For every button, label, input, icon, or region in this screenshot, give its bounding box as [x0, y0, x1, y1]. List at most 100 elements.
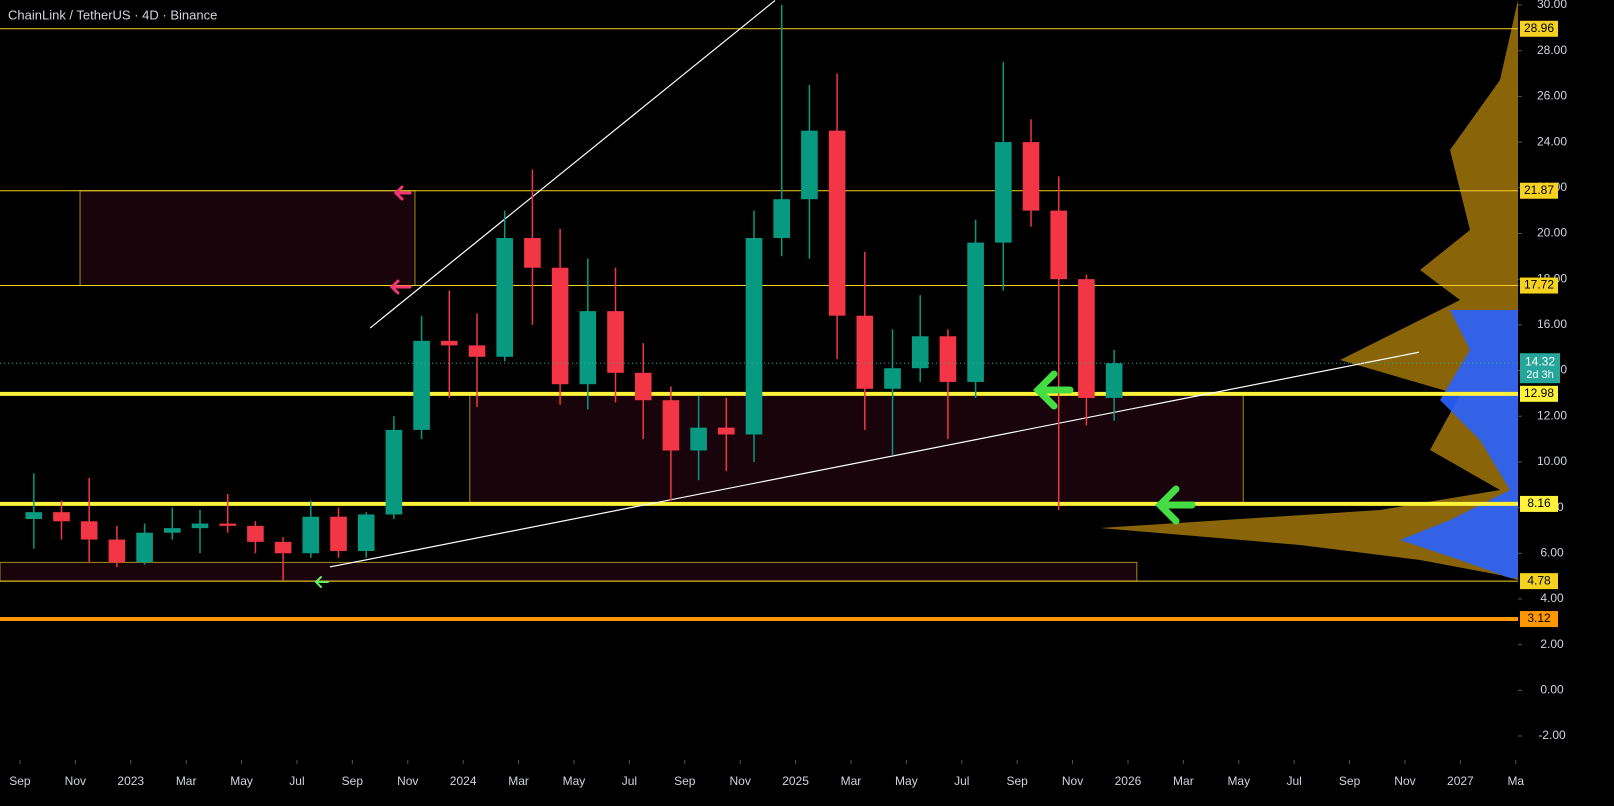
candle-body [828, 130, 846, 316]
x-tick-label: May [1227, 774, 1250, 788]
y-tick-label: 4.00 [1540, 591, 1564, 605]
candle-body [1078, 279, 1095, 398]
trendline [369, 0, 776, 329]
candle-body [191, 523, 209, 529]
y-tick-label: 16.00 [1537, 317, 1567, 331]
x-tick-label: Mar [1173, 774, 1194, 788]
x-tick-label: Jul [622, 774, 637, 788]
y-tick-label: 2.00 [1540, 637, 1564, 651]
candle-body [911, 336, 929, 369]
x-tick-label: Sep [674, 774, 696, 788]
candle-body [579, 311, 597, 385]
candle-body [440, 340, 458, 346]
x-tick-label: May [230, 774, 253, 788]
last-price-box [1520, 353, 1560, 384]
price-box [1520, 20, 1558, 37]
candle-body [718, 427, 735, 435]
chart-title: ChainLink / TetherUS · 4D · Binance [8, 7, 217, 22]
candle-body [357, 514, 375, 551]
y-tick-label: 24.00 [1537, 134, 1567, 148]
y-tick-label: 6.00 [1540, 545, 1564, 559]
volume-profile [1100, 0, 1518, 580]
zone [0, 561, 1138, 582]
candle-body [468, 345, 486, 357]
x-tick-label: Nov [397, 774, 418, 788]
price-box-label: 28.96 [1524, 21, 1554, 35]
candle-body [551, 267, 569, 385]
price-box-label: 4.78 [1527, 573, 1551, 587]
candle-body [801, 130, 818, 200]
candle-body [607, 311, 624, 373]
x-tick-label: Nov [1394, 774, 1415, 788]
price-box [1520, 495, 1558, 512]
price-box-label: 17.72 [1524, 278, 1554, 292]
candle-body [995, 142, 1012, 243]
price-box [1520, 611, 1558, 628]
candle-body [274, 541, 292, 554]
candle-body [219, 523, 237, 526]
x-tick-label: May [563, 774, 586, 788]
y-tick-label: 0.00 [1540, 682, 1564, 696]
x-tick-label: 2027 [1447, 774, 1474, 788]
y-tick-label: -2.00 [1538, 728, 1566, 742]
price-box-label: 21.87 [1524, 183, 1554, 197]
candle-body [1105, 363, 1123, 398]
x-tick-label: Jul [289, 774, 304, 788]
candle-body [163, 528, 181, 533]
candle-body [413, 340, 430, 430]
x-tick-label: Sep [1006, 774, 1028, 788]
x-tick-label: Sep [1339, 774, 1361, 788]
x-tick-label: Jul [954, 774, 969, 788]
last-price-label: 14.32 [1525, 354, 1555, 368]
candle-body [745, 238, 763, 435]
x-tick-label: Sep [9, 774, 31, 788]
price-box-label: 3.12 [1527, 611, 1551, 625]
candle-body [385, 429, 403, 515]
zone [79, 190, 416, 287]
y-tick-label: 12.00 [1537, 408, 1567, 422]
x-tick-label: May [895, 774, 918, 788]
x-tick-label: Nov [1062, 774, 1083, 788]
candle-body [25, 512, 43, 520]
x-tick-label: Nov [65, 774, 86, 788]
candle-body [108, 539, 126, 563]
x-tick-label: Mar [508, 774, 529, 788]
x-tick-label: Sep [342, 774, 364, 788]
price-box [1520, 182, 1558, 199]
arrows [314, 185, 1196, 588]
candle-body [80, 521, 98, 540]
candle-body [496, 238, 514, 357]
y-tick-label: 28.00 [1537, 43, 1567, 57]
price-box [1520, 277, 1558, 294]
candle-body [856, 315, 874, 389]
candle-body [53, 512, 70, 522]
x-tick-label: 2024 [450, 774, 477, 788]
candle-body [773, 199, 791, 239]
x-tick-label: 2025 [782, 774, 809, 788]
candle-body [690, 427, 707, 451]
candle-body [524, 238, 541, 268]
price-box-label: 8.16 [1527, 496, 1551, 510]
candle-body [967, 242, 984, 382]
candle-body [1050, 210, 1068, 280]
y-tick-label: 20.00 [1537, 226, 1567, 240]
candle-body [662, 400, 680, 451]
price-box-label: 12.98 [1524, 386, 1554, 400]
trendline [329, 351, 1419, 568]
candle-body [302, 516, 320, 554]
candle-body [634, 372, 652, 401]
candle-body [247, 525, 264, 542]
price-box [1520, 573, 1558, 590]
candle-body [939, 336, 957, 382]
candle-body [136, 532, 153, 563]
y-tick-label: 26.00 [1537, 89, 1567, 103]
x-tick-label: 2023 [117, 774, 144, 788]
y-tick-label: 10.00 [1537, 454, 1567, 468]
candle-body [1022, 142, 1040, 211]
x-tick-label: Nov [729, 774, 750, 788]
candle-body [884, 368, 901, 389]
price-box [1520, 385, 1558, 402]
x-tick-label: Jul [1287, 774, 1302, 788]
x-tick-label: 2026 [1115, 774, 1142, 788]
